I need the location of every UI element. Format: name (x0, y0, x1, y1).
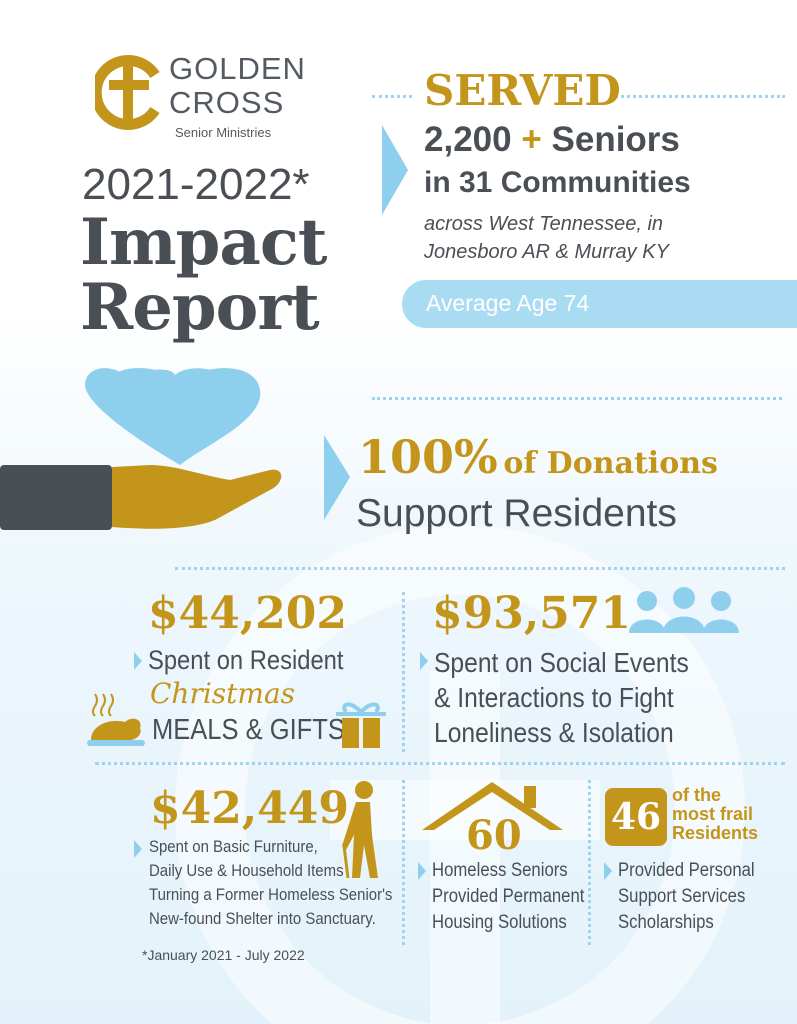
watermark-cross-icon (175, 525, 745, 1024)
served-heading: SERVED (424, 66, 621, 115)
title-report: Report (80, 270, 320, 345)
logo-line1: GOLDEN (169, 51, 306, 86)
logo-tagline: Senior Ministries (175, 125, 272, 140)
donations-headline: 100% of Donations (358, 430, 718, 484)
chevron-icon (134, 840, 142, 858)
chevron-icon (420, 652, 428, 670)
scholarships-label: of the most frail Residents (672, 786, 758, 843)
gift-icon (336, 702, 386, 748)
plus-sign: + (521, 120, 542, 159)
golden-cross-logo-icon (90, 55, 160, 130)
label-line: of the (672, 785, 721, 805)
housing-description: Homeless Seniors Provided Permanent Hous… (432, 858, 584, 936)
title-impact: Impact (80, 205, 327, 280)
scholarships-number: 46 (610, 796, 662, 838)
chevron-icon (418, 862, 426, 880)
count-label: Seniors (551, 120, 680, 159)
average-age-band: Average Age 74 (402, 280, 797, 328)
scholarships-description: Provided Personal Support Services Schol… (618, 858, 755, 936)
furniture-line: Turning a Former Homeless Senior's (149, 885, 393, 904)
social-line: & Interactions to Fight (434, 682, 674, 713)
furniture-amount: $42,449 (150, 783, 350, 834)
social-line: Spent on Social Events (434, 647, 689, 678)
communities: in 31 Communities (424, 166, 691, 199)
label-line: most frail (672, 804, 754, 824)
furniture-description: Spent on Basic Furniture, Daily Use & Ho… (149, 835, 392, 931)
elderly-person-icon (342, 781, 378, 879)
christmas-script: Christmas (150, 677, 296, 710)
logo-line2: CROSS (169, 85, 285, 120)
donations-label: of Donations (503, 446, 718, 481)
logo: GOLDEN CROSS Senior Ministries (90, 51, 305, 140)
support-residents: Support Residents (356, 492, 677, 535)
housing-line: Housing Solutions (432, 912, 567, 933)
scholarships-line: Scholarships (618, 912, 714, 933)
furniture-line: Spent on Basic Furniture, (149, 837, 318, 856)
housing-number: 60 (466, 812, 522, 859)
report-years: 2021-2022* (82, 160, 310, 209)
scholarships-line: Support Services (618, 886, 746, 907)
housing-line: Homeless Seniors (432, 860, 568, 881)
divider (402, 780, 405, 945)
seniors-count: 2,200 + Seniors (424, 120, 680, 160)
social-amount: $93,571 (432, 588, 632, 639)
donations-percent: 100% (358, 430, 498, 484)
scholarships-line: Provided Personal (618, 860, 755, 881)
divider (588, 780, 591, 945)
turkey-icon (87, 693, 145, 746)
divider (402, 592, 405, 752)
christmas-line2: MEALS & GIFTS (152, 714, 345, 746)
housing-line: Provided Permanent (432, 886, 585, 907)
christmas-amount: $44,202 (148, 588, 348, 639)
label-line: Residents (672, 823, 759, 843)
furniture-line: Daily Use & Household Items (149, 861, 344, 880)
chevron-icon (604, 862, 612, 880)
divider (95, 762, 785, 765)
hand-heart-icon (0, 368, 282, 530)
chevron-icon (382, 125, 408, 215)
divider (372, 95, 412, 98)
count-value: 2,200 (424, 120, 512, 159)
furniture-line: New-found Shelter into Sanctuary. (149, 909, 376, 928)
chevron-icon (324, 435, 350, 520)
christmas-line1: Spent on Resident (148, 645, 344, 675)
scholarships-badge: 46 (605, 788, 667, 846)
social-description: Spent on Social Events & Interactions to… (434, 645, 689, 750)
average-age: Average Age 74 (426, 290, 590, 316)
divider (175, 567, 785, 570)
social-line: Loneliness & Isolation (434, 717, 674, 748)
people-group-icon (629, 587, 739, 633)
footnote: *January 2021 - July 2022 (142, 947, 305, 963)
divider (372, 397, 782, 400)
divider (610, 95, 785, 98)
region: across West Tennessee, in Jonesboro AR &… (424, 213, 669, 263)
house-roof-icon (422, 782, 563, 830)
chevron-icon (134, 652, 142, 670)
